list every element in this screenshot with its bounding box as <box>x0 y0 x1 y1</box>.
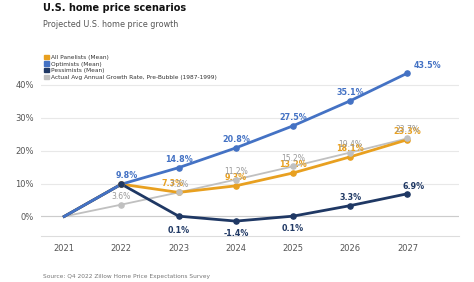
Point <box>289 171 297 175</box>
Text: 14.8%: 14.8% <box>165 155 192 164</box>
Point <box>175 166 182 170</box>
Point <box>232 184 240 188</box>
Point <box>118 182 125 186</box>
Point <box>404 71 411 75</box>
Point <box>404 191 411 196</box>
Point <box>118 202 125 207</box>
Text: 7.3%: 7.3% <box>169 180 188 189</box>
Point <box>346 203 354 208</box>
Point <box>346 150 354 155</box>
Text: Source: Q4 2022 Zillow Home Price Expectations Survey: Source: Q4 2022 Zillow Home Price Expect… <box>43 274 210 279</box>
Point <box>232 177 240 182</box>
Text: 35.1%: 35.1% <box>337 88 364 97</box>
Point <box>118 182 125 186</box>
Text: 23.7%: 23.7% <box>395 125 419 135</box>
Text: 11.2%: 11.2% <box>224 167 248 176</box>
Point <box>404 137 411 142</box>
Point <box>289 214 297 218</box>
Text: -1.4%: -1.4% <box>223 229 248 238</box>
Text: 3.6%: 3.6% <box>112 192 131 201</box>
Text: 7.3%: 7.3% <box>162 179 184 188</box>
Text: 9.3%: 9.3% <box>225 173 247 182</box>
Text: 13.2%: 13.2% <box>279 160 307 169</box>
Text: U.S. home price scenarios: U.S. home price scenarios <box>43 3 186 13</box>
Text: 20.8%: 20.8% <box>222 135 250 144</box>
Legend: All Panelists (Mean), Optimists (Mean), Pessimists (Mean), Actual Avg Annual Gro: All Panelists (Mean), Optimists (Mean), … <box>44 55 217 80</box>
Text: 43.5%: 43.5% <box>413 61 441 70</box>
Point <box>232 146 240 150</box>
Text: Projected U.S. home price growth: Projected U.S. home price growth <box>43 20 178 29</box>
Point <box>175 214 182 218</box>
Text: 18.1%: 18.1% <box>337 144 364 153</box>
Text: 9.8%: 9.8% <box>116 171 138 180</box>
Point <box>289 164 297 169</box>
Point <box>346 98 354 103</box>
Point <box>175 190 182 195</box>
Text: 0.1%: 0.1% <box>167 226 190 235</box>
Point <box>289 124 297 128</box>
Text: 27.5%: 27.5% <box>279 113 307 122</box>
Point <box>232 219 240 223</box>
Text: 19.4%: 19.4% <box>338 140 362 149</box>
Text: 23.3%: 23.3% <box>393 127 421 136</box>
Text: 6.9%: 6.9% <box>402 182 424 191</box>
Point <box>118 182 125 186</box>
Text: 3.3%: 3.3% <box>339 193 361 202</box>
Point <box>346 155 354 159</box>
Point <box>404 136 411 141</box>
Point <box>175 190 182 195</box>
Text: 0.1%: 0.1% <box>282 224 304 233</box>
Text: 15.2%: 15.2% <box>281 154 305 163</box>
